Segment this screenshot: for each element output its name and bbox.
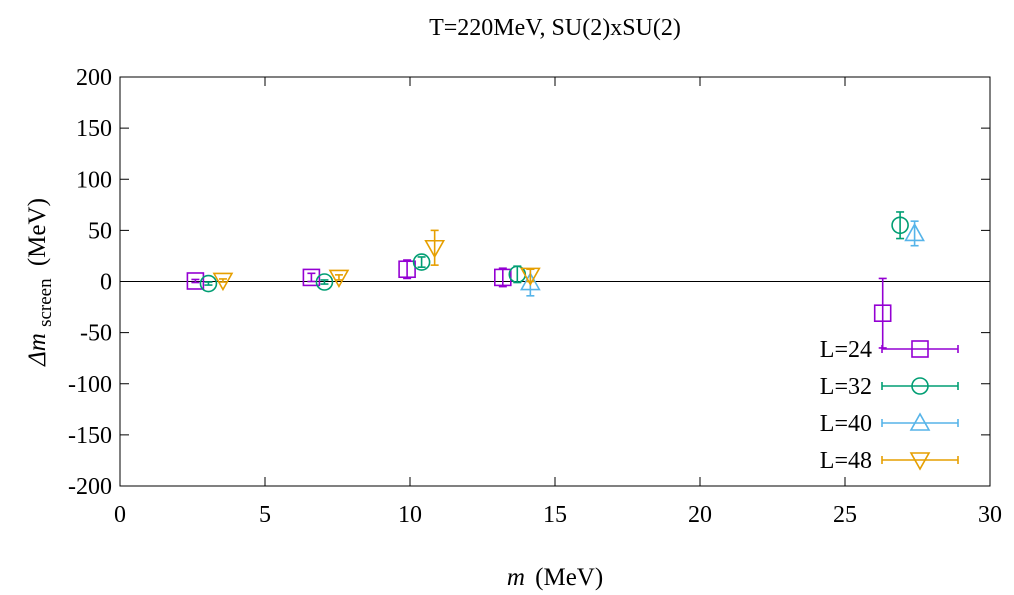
- point-marker: [873, 304, 892, 322]
- legend-entry: L=32: [820, 374, 959, 400]
- legend-entry: L=48: [820, 448, 959, 474]
- x-tick-label: 30: [978, 502, 1002, 528]
- point-marker: [315, 273, 334, 291]
- data-point: [302, 268, 321, 287]
- x-tick-label: 15: [543, 502, 567, 528]
- series-l-48: [212, 229, 541, 292]
- data-point: [212, 272, 234, 292]
- x-axis-label-unit: (MeV): [535, 564, 603, 591]
- legend-marker: [909, 452, 931, 471]
- data-point: [519, 267, 541, 286]
- data-point: [398, 259, 416, 280]
- point-marker: [519, 271, 541, 291]
- x-axis-label: m (MeV): [507, 564, 603, 591]
- y-tick-label: -50: [80, 321, 112, 347]
- y-axis: 200 150 100 50 0 -50 -100 -150 -200: [68, 65, 990, 500]
- x-axis-label-var: m: [507, 564, 525, 591]
- point-marker: [412, 253, 431, 271]
- data-point: [199, 274, 218, 293]
- legend-label: L=24: [820, 337, 872, 363]
- y-tick-label: 0: [100, 270, 112, 296]
- y-axis-label-prefix: Δm: [24, 333, 51, 367]
- point-marker: [493, 268, 512, 287]
- legend-entry: L=40: [820, 411, 959, 437]
- point-marker: [328, 269, 350, 289]
- x-tick-label: 20: [688, 502, 712, 528]
- chart-title: T=220MeV, SU(2)xSU(2): [429, 15, 681, 41]
- series-l-40: [519, 220, 925, 297]
- y-tick-label: -150: [68, 423, 112, 449]
- y-tick-label: 100: [76, 167, 112, 193]
- series-layer: [186, 211, 925, 349]
- data-point: [186, 272, 205, 290]
- legend-marker: [911, 340, 929, 358]
- legend-label: L=40: [820, 411, 872, 437]
- legend-marker: [909, 412, 931, 431]
- data-point: [891, 211, 909, 240]
- point-marker: [199, 274, 218, 293]
- legend-label: L=32: [820, 374, 872, 400]
- point-marker: [891, 216, 909, 235]
- point-marker: [186, 272, 205, 290]
- data-point: [904, 220, 925, 247]
- y-tick-label: 200: [76, 65, 112, 91]
- point-marker: [519, 267, 541, 286]
- data-point: [412, 253, 431, 271]
- point-marker: [212, 272, 234, 292]
- y-tick-label: -200: [68, 474, 112, 500]
- x-tick-label: 10: [398, 502, 422, 528]
- series-l-24: [186, 259, 892, 349]
- data-point: [328, 269, 350, 289]
- point-marker: [424, 239, 446, 259]
- data-point: [424, 229, 446, 266]
- legend: L=24 L=32 L=40 L=48: [820, 337, 959, 474]
- y-tick-label: 50: [88, 218, 112, 244]
- data-point: [493, 267, 512, 288]
- y-axis-label: Δm screen (MeV): [24, 198, 57, 367]
- y-axis-label-unit: (MeV): [24, 198, 51, 266]
- x-tick-label: 5: [259, 502, 271, 528]
- x-tick-label: 0: [114, 502, 126, 528]
- legend-label: L=48: [820, 448, 872, 474]
- x-tick-label: 25: [833, 502, 857, 528]
- data-point: [508, 265, 527, 284]
- point-marker: [904, 222, 925, 242]
- legend-entry: L=24: [820, 337, 959, 363]
- data-point: [873, 277, 892, 349]
- y-tick-label: 150: [76, 116, 112, 142]
- x-axis: 0 5 10 15 20 25 30: [114, 77, 1002, 528]
- data-point: [315, 273, 334, 291]
- y-axis-label-sub: screen: [35, 278, 56, 327]
- y-tick-label: -100: [68, 372, 112, 398]
- legend-marker: [911, 377, 929, 395]
- point-marker: [398, 260, 416, 279]
- point-marker: [302, 268, 321, 287]
- series-l-32: [199, 211, 909, 293]
